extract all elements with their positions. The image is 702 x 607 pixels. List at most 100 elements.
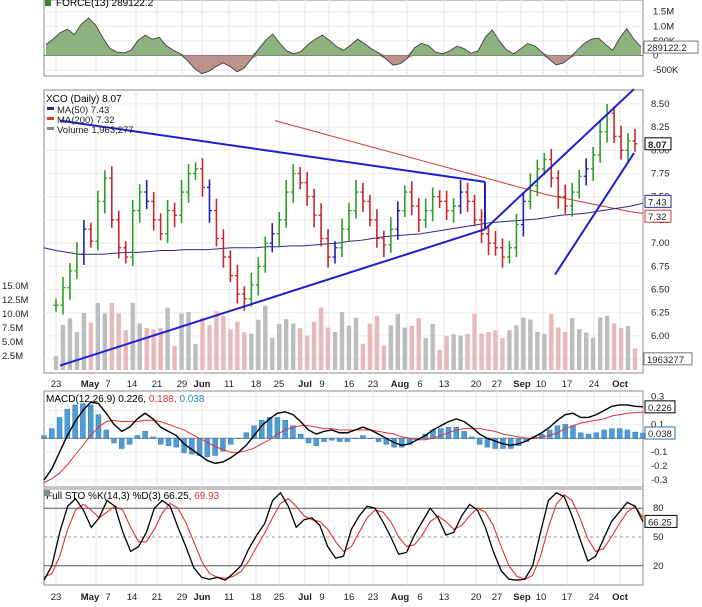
volume-bar: [395, 313, 401, 370]
ma200-tag-box: [644, 209, 672, 223]
date-label-upper: Jul: [298, 379, 312, 390]
volume-bar: [290, 323, 296, 370]
volume-bar: [430, 323, 435, 370]
volume-bar: [549, 313, 554, 370]
macd-histogram-bar: [126, 438, 133, 445]
volume-bar: [270, 337, 275, 370]
ohlc-bar: [102, 170, 108, 214]
volume-bar: [472, 313, 477, 370]
ohlc-bar: [109, 166, 115, 228]
volume-bar: [576, 329, 582, 370]
ohlc-bar: [499, 238, 505, 268]
date-label-upper: 9: [319, 379, 324, 390]
sto-k-line: [43, 491, 644, 581]
macd-histogram-bar: [399, 438, 405, 448]
ohlc-bar: [220, 229, 226, 268]
volume-bar: [311, 321, 317, 370]
volume-y-tick: 10.0M: [2, 309, 28, 320]
volume-bar: [249, 333, 254, 370]
ohlc-bar: [416, 198, 422, 232]
volume-bar: [186, 311, 191, 370]
macd-histogram-bar: [165, 438, 172, 446]
last-price-tag: 8.07: [648, 140, 667, 151]
date-label-lower: 6: [417, 592, 422, 603]
macd-histogram-bar: [204, 438, 211, 458]
volume-bar: [409, 325, 414, 370]
volume-bar: [556, 327, 561, 370]
volume-bar: [528, 319, 533, 370]
volume-bar: [304, 335, 310, 370]
date-label-upper: 29: [177, 379, 188, 390]
volume-bar: [284, 319, 289, 370]
price-panel: 8.508.258.007.757.507.257.006.756.506.25…: [2, 88, 693, 370]
macd-y-tick: 0.3: [651, 392, 664, 403]
date-label-lower: 9: [319, 592, 324, 603]
date-label-lower: Aug: [391, 592, 410, 603]
volume-bar: [325, 327, 331, 370]
volume-bar: [625, 326, 631, 370]
last-price-tag-box: [644, 137, 672, 151]
ohlc-bar: [67, 263, 73, 300]
sto-y-tick: 20: [653, 561, 664, 572]
ohlc-bar: [597, 119, 603, 163]
ohlc-bar: [81, 219, 87, 265]
ma50-tag-box: [644, 194, 672, 208]
date-label-lower: 18: [251, 592, 262, 603]
date-label-upper: 6: [417, 379, 422, 390]
volume-bar: [207, 325, 212, 370]
price-y-tick: 6.25: [651, 308, 670, 319]
date-label-upper: Jun: [194, 379, 211, 390]
ohlc-bar: [269, 223, 275, 253]
date-label-upper: 16: [344, 379, 355, 390]
date-label-lower: 27: [492, 592, 503, 603]
force-y-tick: -500K: [653, 65, 679, 76]
date-label-upper: 10: [536, 379, 547, 390]
volume-bar: [109, 302, 115, 370]
volume-bar: [542, 333, 547, 370]
date-label-lower: 23: [368, 592, 379, 603]
volume-bar: [416, 318, 421, 370]
macd-histogram-bar: [313, 438, 319, 446]
macd-histogram-bar: [173, 438, 179, 448]
volume-bar: [535, 331, 540, 370]
volume-bar: [570, 318, 575, 370]
volume-bar: [123, 330, 128, 370]
stochastic-panel: 80 50 20 Full STO %K(14,3) %D(3) 66.25, 69.…: [43, 490, 678, 581]
volume-bar: [53, 356, 59, 370]
macd-histogram-bar: [508, 438, 514, 449]
macd-histogram-bar: [220, 438, 226, 452]
date-label-upper: 23: [51, 379, 62, 390]
macd-panel: 0.3 0.1 -0.1 -0.2 -0.3 MACD(12,26,9) 0.226, 0…: [41, 392, 676, 486]
ohlc-bar: [262, 236, 268, 273]
macd-histogram-bar: [134, 435, 141, 440]
macd-histogram-bar: [150, 436, 156, 440]
force-negative-area: [46, 55, 641, 74]
ohlc-bar: [318, 203, 324, 247]
date-label-lower: 14: [127, 592, 138, 603]
volume-bar: [346, 325, 352, 370]
legend-ma200-swatch: [47, 117, 54, 120]
ohlc-bar: [430, 187, 436, 222]
ohlc-bar: [227, 250, 233, 283]
sto-y-tick: 80: [653, 503, 664, 514]
macd-histogram-bar: [336, 438, 343, 442]
date-label-upper: 7: [105, 379, 110, 390]
legend-ma200-label: MA(200) 7.32: [57, 115, 115, 126]
volume-bar: [360, 343, 366, 370]
price-y-tick: 8.25: [651, 122, 670, 133]
volume-bar: [318, 307, 324, 370]
volume-y-tick: 2.5M: [2, 351, 23, 362]
date-label-lower: 10: [536, 592, 547, 603]
ohlc-bar: [144, 180, 150, 210]
force-value-box: [643, 40, 699, 54]
date-label-upper: 25: [274, 379, 285, 390]
ohlc-bar: [492, 231, 498, 256]
date-label-lower: 23: [51, 592, 62, 603]
ma50-line: [43, 202, 644, 255]
volume-bar: [81, 313, 87, 370]
ma200-line: [274, 120, 644, 214]
macd-histogram-bar: [453, 426, 459, 440]
ohlc-bar: [402, 185, 408, 218]
volume-bar: [60, 324, 66, 370]
